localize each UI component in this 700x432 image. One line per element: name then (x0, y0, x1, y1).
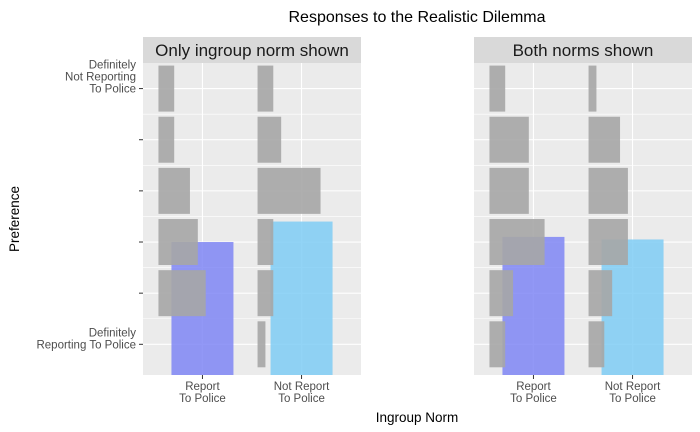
response-bar (489, 321, 506, 368)
response-bar (489, 116, 529, 163)
response-bar (158, 270, 206, 317)
x-tick-label: Report To Police (179, 381, 226, 405)
response-bar (588, 65, 597, 112)
x-axis-title: Ingroup Norm (376, 410, 459, 425)
x-tick-label: Report To Police (510, 381, 557, 405)
response-bar (588, 116, 621, 163)
response-bar (257, 270, 274, 317)
response-bar (489, 167, 529, 214)
response-bar (588, 270, 613, 317)
response-bar (588, 321, 605, 368)
facet-strip (143, 37, 361, 63)
response-bar (257, 321, 266, 368)
y-tick-label: Definitely Reporting To Police (36, 327, 136, 351)
panels: Only ingroup norm shown Report To Police No… (36, 37, 692, 405)
response-bar (489, 219, 545, 266)
response-bar (257, 116, 282, 163)
response-bar (257, 219, 274, 266)
facet-strip-label: Only ingroup norm shown (155, 41, 349, 60)
response-bar (158, 167, 190, 214)
x-tick-label: Not Report To Police (274, 381, 330, 405)
response-bar (588, 167, 628, 214)
response-bar (158, 65, 175, 112)
facet-strip (474, 37, 692, 63)
response-bar (588, 219, 628, 266)
response-bar (257, 167, 321, 214)
norm-bar (270, 221, 333, 375)
x-tick-label: Not Report To Police (605, 381, 661, 405)
panel-1: Only ingroup norm shown Report To Police No… (36, 37, 361, 405)
panel-2: Both norms shown Report To Police Not Repor… (474, 37, 692, 405)
chart-title: Responses to the Realistic Dilemma (289, 9, 546, 26)
facet-strip-label: Both norms shown (513, 41, 654, 60)
y-axis-title: Preference (7, 186, 22, 252)
response-bar (489, 270, 514, 317)
response-bar (158, 219, 198, 266)
y-tick-label: Definitely Not Reporting To Police (65, 60, 136, 96)
response-bar (489, 65, 506, 112)
response-bar (158, 116, 175, 163)
response-bar (257, 65, 274, 112)
